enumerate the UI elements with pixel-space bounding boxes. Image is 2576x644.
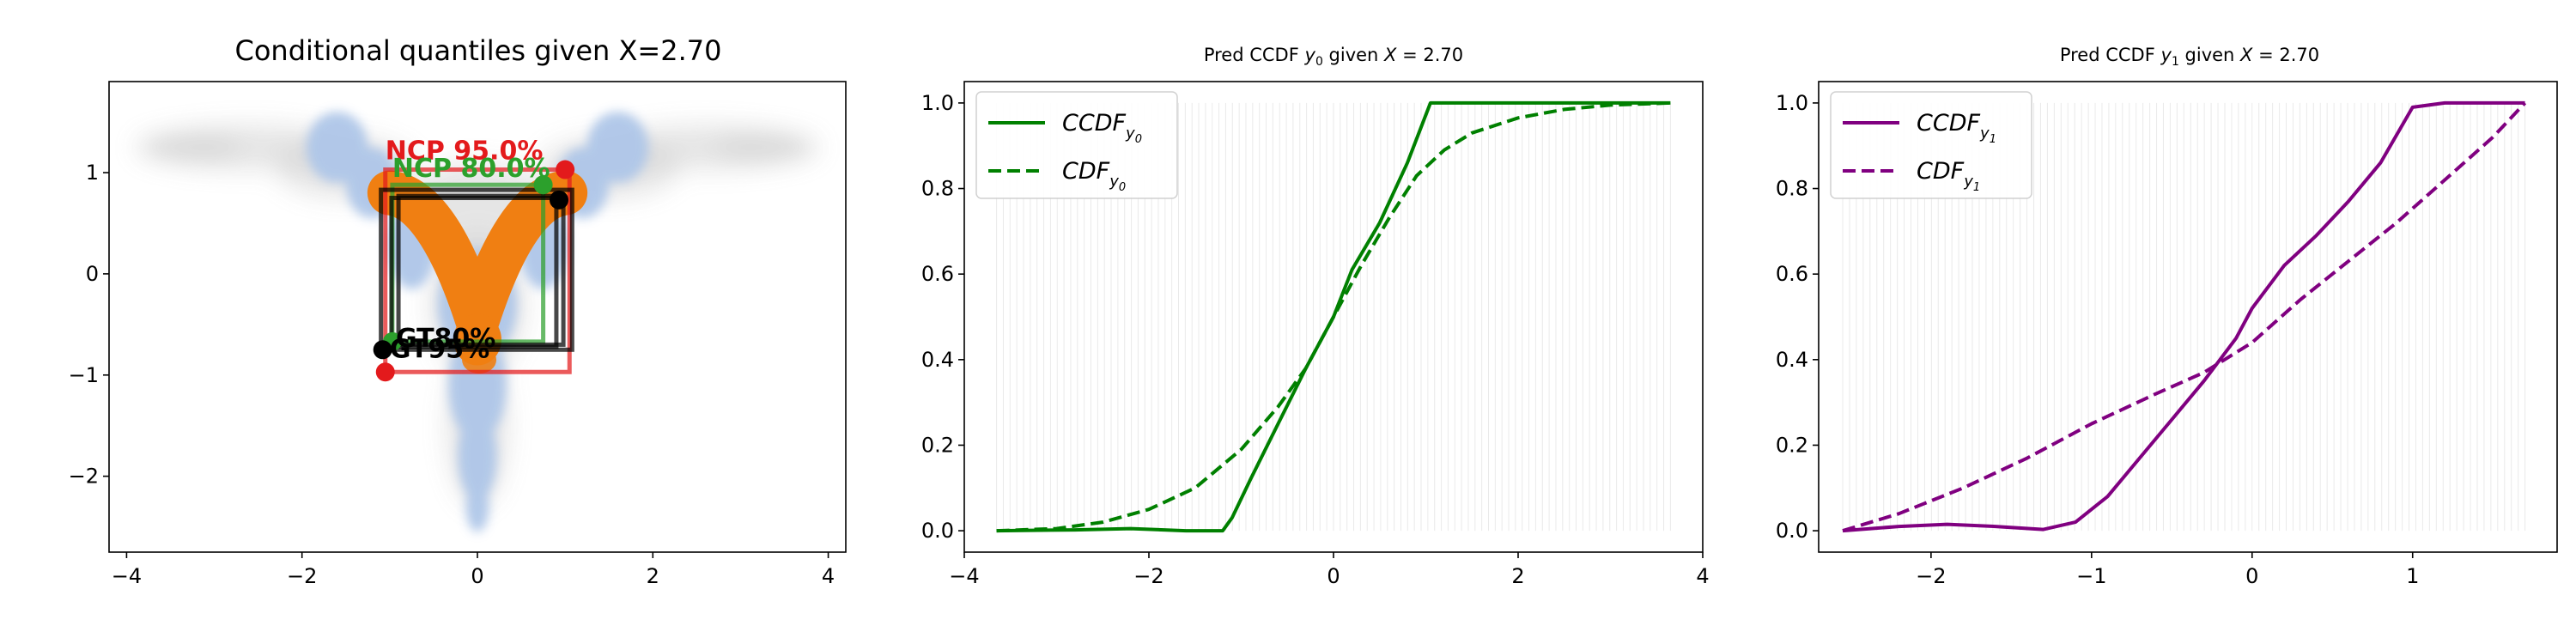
legend-label: CCDFy0 (1062, 110, 1142, 146)
quantile-region-rect (383, 167, 572, 374)
x-tick-label: 0 (471, 564, 483, 588)
x-tick-label: −2 (287, 564, 317, 588)
legend-main: CDF (1917, 158, 1965, 185)
panel2-title: Pred CCDF y0 given X = 2.70 (1204, 45, 1463, 69)
quantile-corner-point (556, 160, 575, 179)
y-tick-label: 0.6 (921, 262, 954, 286)
legend-main: CCDF (1062, 110, 1126, 137)
quantile-corner-point (549, 190, 568, 210)
y-tick-label: 0 (86, 262, 99, 286)
y-tick-label: 0.4 (921, 348, 954, 372)
axes-frame (1818, 81, 2558, 553)
y-tick-label: 0.6 (1776, 262, 1808, 286)
x-tick-label: 1 (2406, 564, 2419, 588)
panel1-plot-area: NCP 95.0%NCP 80.0% GT95%GT80% −4 −2 0 2 4 −2 −1 0… (69, 81, 847, 588)
x-tick-label: −1 (2076, 564, 2106, 588)
panel1-title: Conditional quantiles given X=2.70 (235, 34, 722, 67)
y-tick-label: 1.0 (1776, 91, 1808, 115)
legend-subscript: y (1979, 125, 1990, 143)
y-tick-label: 0.8 (1776, 177, 1808, 201)
quantile-corner-point (375, 362, 395, 382)
cloud-blob (714, 131, 820, 163)
y-tick-label: 0.0 (1776, 519, 1808, 543)
cloud-blob (135, 131, 241, 163)
quantile-region-rect (396, 193, 559, 349)
x-tick-label: 4 (822, 564, 835, 588)
legend-subscript: y (1963, 173, 1973, 191)
density-blob (458, 410, 497, 502)
legend-label: CDFy1 (1917, 158, 1980, 194)
predicted-samples-tail (462, 346, 497, 374)
y-tick-label: 0.2 (921, 433, 954, 457)
legend-subscript-index: 1 (1990, 133, 1996, 146)
quantile-annotation: NCP 95.0% (386, 137, 544, 167)
quantile-region-rect (379, 187, 574, 352)
panel-conditional-quantiles: Conditional quantiles given X=2.70 NCP 9… (69, 34, 847, 588)
panel3-title: Pred CCDF y1 given X = 2.70 (2060, 45, 2319, 69)
y-tick-label: 1 (86, 161, 99, 185)
x-tick-label: 2 (647, 564, 659, 588)
axes-frame (963, 81, 1704, 553)
evaluation-grid (1842, 102, 2526, 532)
legend-label: CDFy0 (1062, 158, 1126, 194)
panel-ccdf-y1: Pred CCDF y1 given X = 2.70 −2 −1 0 1 0.0 0.2… (1776, 45, 2558, 588)
series-line-ccdf-y1 (1842, 100, 2525, 533)
legend-subscript-index: 0 (1119, 181, 1126, 194)
quantile-annotation: GT95% (390, 335, 489, 365)
y-tick-label: 0.8 (921, 177, 954, 201)
axes-frame (108, 81, 847, 553)
y-tick-label: 0.2 (1776, 433, 1808, 457)
y-tick-label: −1 (69, 363, 99, 387)
legend-subscript: y (1109, 173, 1119, 191)
y-tick-label: 0.0 (921, 519, 954, 543)
legend-subscript: y (1125, 125, 1135, 143)
legend-label: CCDFy1 (1917, 110, 1996, 146)
x-tick-label: 0 (2245, 564, 2258, 588)
x-tick-label: −2 (1916, 564, 1946, 588)
legend-subscript-index: 1 (1973, 181, 1980, 194)
series-line-cdf-y0 (996, 100, 1671, 533)
x-tick-label: −4 (949, 564, 979, 588)
x-tick-label: 0 (1327, 564, 1340, 588)
panel-ccdf-y0: Pred CCDF y0 given X = 2.70 −4 −2 0 2 4 0.0 0.… (921, 45, 1710, 588)
x-tick-label: −4 (112, 564, 142, 588)
quantile-annotation: NCP 80.0% (392, 154, 550, 184)
quantile-annotation: GT80% (396, 324, 495, 354)
x-tick-label: −2 (1133, 564, 1163, 588)
y-tick-label: 0.4 (1776, 348, 1808, 372)
quantile-corner-point (533, 175, 553, 195)
series-line-cdf-y1 (1842, 101, 2527, 533)
legend-main: CDF (1062, 158, 1110, 185)
y-tick-label: 1.0 (921, 91, 954, 115)
x-tick-label: 2 (1511, 564, 1524, 588)
y-tick-label: −2 (69, 465, 99, 489)
density-blob (465, 481, 489, 532)
quantile-corner-point (373, 340, 392, 360)
legend-main: CCDF (1917, 110, 1980, 137)
legend-subscript-index: 0 (1135, 133, 1142, 146)
x-tick-label: 4 (1696, 564, 1709, 588)
